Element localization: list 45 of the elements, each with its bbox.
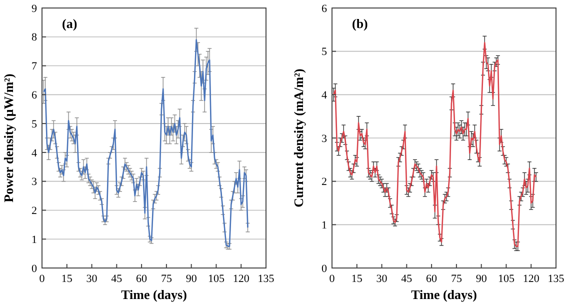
y-tick-label: 3 (32, 176, 38, 188)
x-tick-label: 120 (522, 273, 540, 285)
x-axis-title: Time (days) (411, 287, 477, 302)
x-tick-label: 15 (351, 273, 363, 285)
x-tick-label: 60 (426, 273, 438, 285)
y-tick-label: 2 (32, 205, 37, 218)
y-tick-label: 5 (322, 46, 328, 58)
x-tick-label: 0 (329, 273, 336, 285)
y-tick-label: 8 (32, 32, 38, 44)
x-tick-label: 75 (450, 273, 462, 285)
y-tick-label: 1 (32, 234, 37, 246)
annotation: (b) (352, 16, 368, 31)
y-tick-label: 0 (32, 262, 38, 275)
annotation: (a) (62, 16, 78, 31)
x-tick-label: 30 (86, 273, 98, 285)
y-tick-label: 4 (32, 147, 38, 160)
y-tick-label: 9 (32, 2, 38, 15)
x-tick-label: 30 (376, 273, 388, 285)
x-tick-label: 15 (61, 273, 73, 285)
x-tick-label: 90 (186, 273, 198, 285)
x-axis-title: Time (days) (121, 287, 187, 302)
x-tick-label: 45 (401, 273, 413, 285)
x-tick-label: 105 (208, 273, 225, 285)
y-tick-label: 6 (322, 2, 328, 15)
x-tick-label: 45 (111, 273, 123, 285)
line-series (43, 39, 248, 247)
x-tick-label: 135 (258, 273, 275, 285)
y-axis-title: Power density (μW/m²) (1, 74, 16, 202)
y-tick-label: 1 (322, 220, 327, 232)
x-tick-label: 135 (548, 273, 565, 285)
y-tick-label: 2 (322, 176, 327, 188)
x-tick-label: 0 (39, 273, 46, 285)
x-tick-label: 105 (498, 273, 515, 285)
y-axis-title: Current density (mA/m²) (291, 68, 306, 208)
x-tick-label: 75 (160, 273, 172, 285)
y-tick-label: 5 (32, 118, 38, 130)
x-tick-label: 60 (136, 273, 148, 285)
x-tick-label: 120 (232, 273, 250, 285)
y-tick-label: 4 (322, 90, 328, 102)
line-series (333, 42, 537, 247)
y-tick-label: 7 (32, 60, 38, 73)
y-tick-label: 3 (322, 132, 328, 145)
y-tick-label: 6 (32, 90, 38, 102)
y-tick-label: 0 (322, 262, 328, 275)
x-tick-label: 90 (476, 273, 488, 285)
